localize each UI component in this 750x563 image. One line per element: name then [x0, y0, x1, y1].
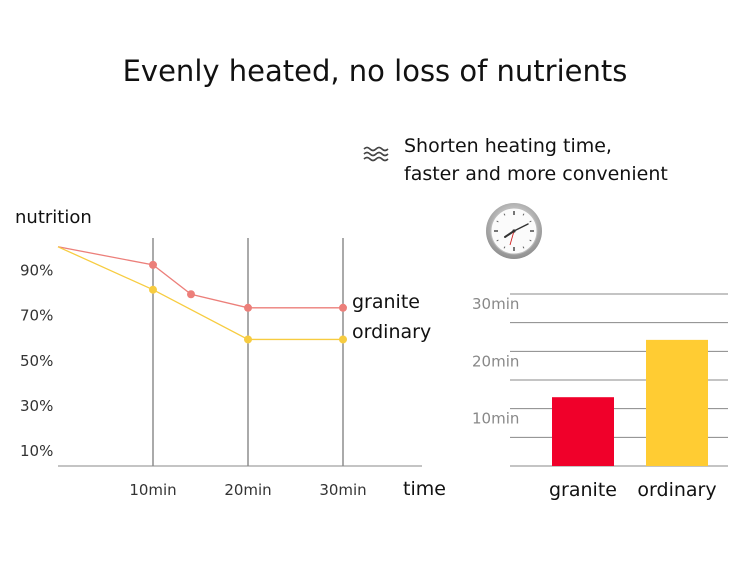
data-point-granite: [149, 260, 157, 269]
y-tick-label: 30%: [20, 397, 53, 415]
bar-y-tick-label: 10min: [472, 410, 519, 428]
bar-y-tick-label: 20min: [472, 352, 519, 370]
headline: Evenly heated, no loss of nutrients: [122, 54, 628, 88]
x-axis-label: time: [403, 478, 446, 500]
feature-line-2: faster and more convenient: [404, 163, 668, 185]
data-point-granite: [339, 303, 347, 312]
x-tick-label: 20min: [224, 481, 271, 499]
series-line-granite: [57, 246, 343, 309]
heating-time-bar-chart: 10min 20min 30min granite ordinary: [472, 293, 728, 501]
clock-tick: [503, 246, 506, 249]
legend-granite: granite: [352, 291, 420, 313]
data-point-ordinary: [149, 285, 157, 294]
clock-tick: [496, 220, 499, 223]
data-point-ordinary: [244, 335, 252, 344]
data-point-granite: [244, 303, 252, 312]
clock-icon: [486, 203, 542, 259]
x-tick-label: 30min: [319, 481, 366, 499]
data-point-ordinary: [339, 335, 347, 344]
bar-y-tick-label: 30min: [472, 295, 519, 313]
y-tick-label: 50%: [20, 352, 53, 370]
y-tick-label: 70%: [20, 307, 53, 325]
bar-granite: [552, 397, 614, 466]
series-line-ordinary: [57, 246, 343, 341]
waves-icon: [363, 146, 389, 162]
clock-tick: [522, 213, 525, 216]
clock-tick: [503, 213, 506, 216]
y-axis-label: nutrition: [15, 207, 92, 228]
bar-category-label: granite: [549, 479, 617, 501]
legend-ordinary: ordinary: [352, 321, 431, 343]
data-point-granite: [187, 290, 195, 299]
y-tick-label: 10%: [20, 442, 53, 460]
bar-category-label: ordinary: [637, 479, 716, 501]
nutrition-line-chart: nutrition time 90% 70% 50% 30% 10% 10min 20mi…: [15, 207, 446, 500]
clock-tick: [529, 239, 532, 242]
clock-tick: [529, 220, 532, 223]
feature-line-1: Shorten heating time,: [404, 135, 612, 157]
clock-tick: [522, 246, 525, 249]
bar-ordinary: [646, 339, 708, 466]
clock-tick: [496, 239, 499, 242]
x-tick-label: 10min: [129, 481, 176, 499]
y-tick-label: 90%: [20, 261, 53, 279]
feature-callout: Shorten heating time, faster and more co…: [362, 132, 668, 188]
